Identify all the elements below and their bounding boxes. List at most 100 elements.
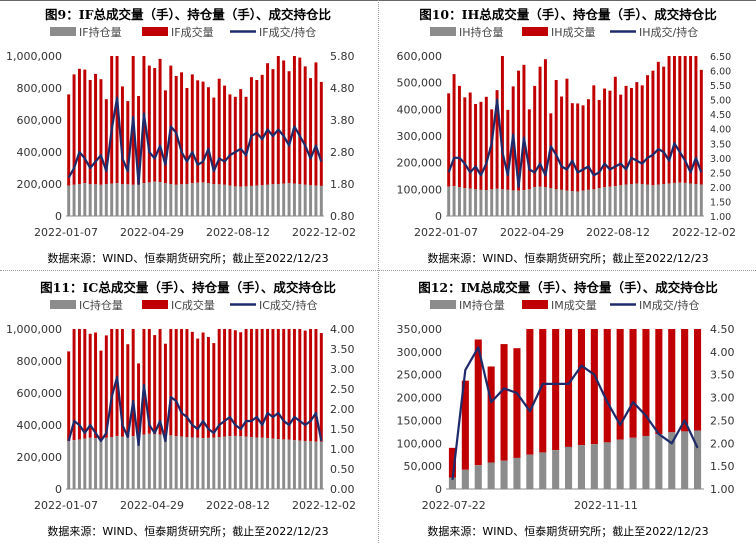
open-interest-bar — [72, 184, 76, 216]
open-interest-bar — [115, 436, 119, 489]
open-interest-bar — [131, 184, 135, 216]
x-tick-label: 2022-12-02 — [292, 499, 356, 512]
y-right-tick-label: 5.00 — [710, 96, 731, 107]
volume-bar — [233, 330, 237, 436]
open-interest-bar — [201, 182, 205, 216]
volume-bar — [292, 329, 296, 441]
open-interest-bar — [126, 184, 130, 216]
volume-bar — [276, 329, 280, 440]
volume-bar — [94, 73, 98, 185]
volume-bar — [314, 329, 318, 442]
volume-bar — [672, 56, 676, 183]
open-interest-bar — [83, 183, 87, 216]
y-right-tick-label: 0.00 — [330, 483, 355, 496]
volume-bar — [319, 81, 323, 186]
volume-bar — [552, 329, 560, 451]
open-interest-bar — [447, 186, 451, 216]
open-interest-bar — [629, 437, 637, 489]
open-interest-bar — [474, 465, 482, 489]
volume-bar — [282, 329, 286, 440]
open-interest-bar — [309, 441, 313, 489]
volume-bar — [147, 329, 151, 434]
open-interest-bar — [282, 439, 286, 489]
y-left-tick-label: 400,000 — [17, 419, 63, 432]
legend: IM持仓量 IM成交量 IM成交/持仓 — [430, 298, 699, 312]
volume-bar — [110, 329, 114, 437]
volume-bar — [147, 65, 151, 183]
volume-bar — [67, 94, 71, 186]
y-left-tick-label: 600,000 — [397, 50, 443, 63]
volume-bar — [223, 85, 227, 185]
volume-bar — [228, 329, 232, 437]
y-right-tick-label: 6.00 — [710, 67, 731, 78]
open-interest-bar — [298, 184, 302, 216]
open-interest-bar — [88, 437, 92, 489]
volume-bar — [487, 366, 495, 463]
open-interest-bar — [474, 189, 478, 216]
open-interest-bar — [212, 184, 216, 216]
volume-bar — [99, 350, 103, 439]
open-interest-bar — [233, 186, 237, 216]
open-interest-bar — [228, 436, 232, 489]
open-interest-bar — [619, 185, 623, 216]
volume-bar — [120, 329, 124, 437]
y-right-tick-label: 2.00 — [710, 437, 735, 450]
open-interest-bar — [110, 437, 114, 489]
open-interest-bar — [180, 436, 184, 489]
volume-bar — [292, 56, 296, 184]
open-interest-bar — [169, 435, 173, 489]
y-right-tick-label: 3.00 — [330, 363, 355, 376]
open-interest-bar — [271, 438, 275, 489]
volume-bar — [500, 56, 504, 190]
legend-label: IC成交/持仓 — [259, 298, 318, 312]
volume-bar — [72, 329, 76, 441]
chart-panel-ih: 图10：IH总成交量（手）、持仓量（手）、成交持仓比 IH持仓量 IH成交量 IH成… — [382, 2, 754, 268]
volume-bar — [67, 351, 71, 441]
open-interest-bar — [655, 434, 663, 489]
open-interest-bar — [249, 437, 253, 489]
volume-bar — [565, 329, 573, 447]
volume-bar — [126, 344, 130, 437]
x-tick-label: 2022-11-11 — [574, 499, 638, 512]
volume-bar — [576, 103, 580, 192]
legend-swatch — [430, 300, 456, 309]
open-interest-bar — [99, 184, 103, 216]
open-interest-bar — [500, 189, 504, 216]
open-interest-bar — [538, 186, 542, 216]
chart-svg-im: IM持仓量 IM成交量 IM成交/持仓 0 50,000 100,000 150,000 20… — [397, 298, 735, 512]
open-interest-bar — [667, 183, 671, 216]
x-tick-label: 2022-01-07 — [34, 226, 98, 239]
open-interest-bar — [239, 186, 243, 216]
volume-bar — [539, 329, 547, 453]
open-interest-bar — [67, 185, 71, 216]
open-interest-bar — [190, 437, 194, 489]
open-interest-bar — [99, 438, 103, 489]
volume-bar — [287, 329, 291, 440]
y-left-tick-label: 200,000 — [397, 157, 443, 170]
open-interest-bar — [260, 185, 264, 216]
open-interest-bar — [513, 457, 521, 489]
open-interest-bar — [292, 183, 296, 216]
volume-bar — [249, 77, 253, 186]
open-interest-bar — [590, 444, 598, 489]
legend-label: IH持仓量 — [459, 25, 504, 39]
open-interest-bar — [158, 182, 162, 216]
volume-bar — [597, 100, 601, 188]
open-interest-bar — [303, 184, 307, 216]
volume-bar — [646, 75, 650, 185]
legend: IF持仓量 IF成交量 IF成交/持仓 — [50, 25, 316, 39]
x-tick-label: 2022-04-29 — [120, 226, 184, 239]
y-right-tick-label: 4.00 — [710, 346, 735, 359]
open-interest-bar — [448, 477, 456, 489]
open-interest-bar — [266, 184, 270, 216]
volume-bar — [260, 329, 264, 438]
volume-bar — [228, 94, 232, 186]
volume-bar — [180, 329, 184, 437]
legend-swatch — [50, 27, 76, 36]
y-left-tick-label: 400,000 — [17, 146, 63, 159]
bar-series — [447, 56, 703, 216]
ratio-line — [67, 375, 323, 447]
volume-bar — [271, 329, 275, 439]
open-interest-bar — [163, 183, 167, 216]
volume-bar — [495, 90, 499, 189]
